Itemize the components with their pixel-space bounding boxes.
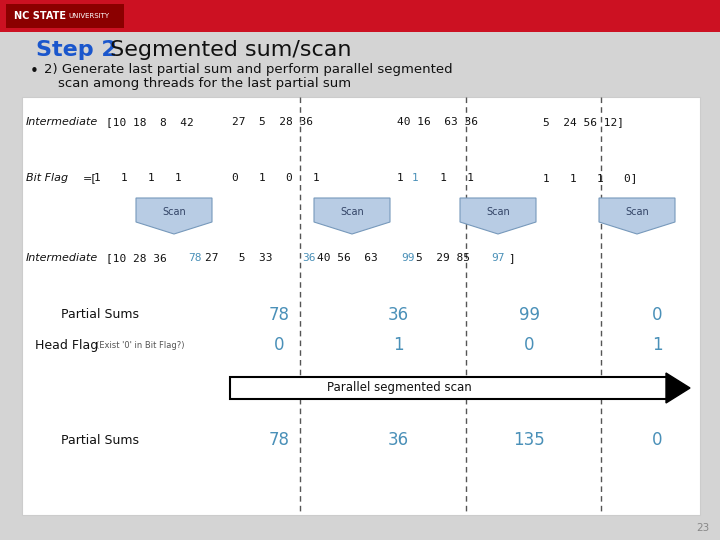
Bar [6, 4, 124, 28]
Bar [0, 0, 720, 32]
Polygon shape [460, 198, 536, 234]
Text: NC STATE: NC STATE [14, 11, 66, 21]
Text: scan among threads for the last partial sum: scan among threads for the last partial … [58, 78, 351, 91]
Bar [230, 377, 668, 399]
Text: Parallel segmented scan: Parallel segmented scan [327, 381, 472, 395]
Text: Intermediate: Intermediate [26, 253, 98, 263]
Text: 1   1   1   0]: 1 1 1 0] [543, 173, 637, 183]
Text: Head Flag: Head Flag [35, 339, 99, 352]
Text: (Exist '0' in Bit Flag?): (Exist '0' in Bit Flag?) [96, 341, 184, 349]
Text: Scan: Scan [340, 207, 364, 217]
Text: 1: 1 [397, 173, 418, 183]
Text: [10 18  8  42: [10 18 8 42 [106, 117, 194, 127]
Text: 36: 36 [302, 253, 315, 263]
Text: •: • [30, 64, 39, 79]
Text: Scan: Scan [162, 207, 186, 217]
Bar [22, 97, 700, 515]
Text: Scan: Scan [486, 207, 510, 217]
Text: 40 56  63: 40 56 63 [317, 253, 384, 263]
Text: Bit Flag: Bit Flag [26, 173, 68, 183]
Text: 99: 99 [518, 306, 539, 324]
Text: 1   1: 1 1 [420, 173, 474, 183]
Text: 2) Generate last partial sum and perform parallel segmented: 2) Generate last partial sum and perform… [44, 64, 453, 77]
Text: 1: 1 [652, 336, 662, 354]
Text: 0: 0 [652, 306, 662, 324]
Text: 1   1   1   1: 1 1 1 1 [94, 173, 181, 183]
Text: 78: 78 [269, 431, 289, 449]
Text: Step 2: Step 2 [36, 40, 117, 60]
Text: 36: 36 [387, 431, 408, 449]
Text: 97: 97 [491, 253, 505, 263]
Text: 78: 78 [188, 253, 202, 263]
Text: UNIVERSITY: UNIVERSITY [68, 13, 109, 19]
Text: 36: 36 [387, 306, 408, 324]
Text: Segmented sum/scan: Segmented sum/scan [103, 40, 351, 60]
Text: 23: 23 [696, 523, 710, 533]
Text: ]: ] [508, 253, 515, 263]
Text: 0: 0 [652, 431, 662, 449]
Text: 40 16  63 36: 40 16 63 36 [397, 117, 478, 127]
Text: Partial Sums: Partial Sums [61, 434, 139, 447]
Polygon shape [666, 373, 690, 403]
Text: 1: 1 [392, 336, 403, 354]
Text: [10 28 36: [10 28 36 [106, 253, 174, 263]
Text: 1: 1 [412, 173, 419, 183]
Text: 99: 99 [401, 253, 415, 263]
Text: 27  5  28 36: 27 5 28 36 [232, 117, 313, 127]
Text: =[: =[ [83, 173, 97, 183]
Text: 0: 0 [523, 336, 534, 354]
Polygon shape [599, 198, 675, 234]
Polygon shape [314, 198, 390, 234]
Text: Scan: Scan [625, 207, 649, 217]
Text: 135: 135 [513, 431, 545, 449]
Text: 27   5  33: 27 5 33 [205, 253, 279, 263]
Text: 5  24 56 12]: 5 24 56 12] [543, 117, 624, 127]
Text: 78: 78 [269, 306, 289, 324]
Text: 0: 0 [274, 336, 284, 354]
Text: Partial Sums: Partial Sums [61, 308, 139, 321]
Polygon shape [136, 198, 212, 234]
Text: Intermediate: Intermediate [26, 117, 98, 127]
Text: 0   1   0   1: 0 1 0 1 [232, 173, 320, 183]
Text: 5  29 85: 5 29 85 [416, 253, 477, 263]
